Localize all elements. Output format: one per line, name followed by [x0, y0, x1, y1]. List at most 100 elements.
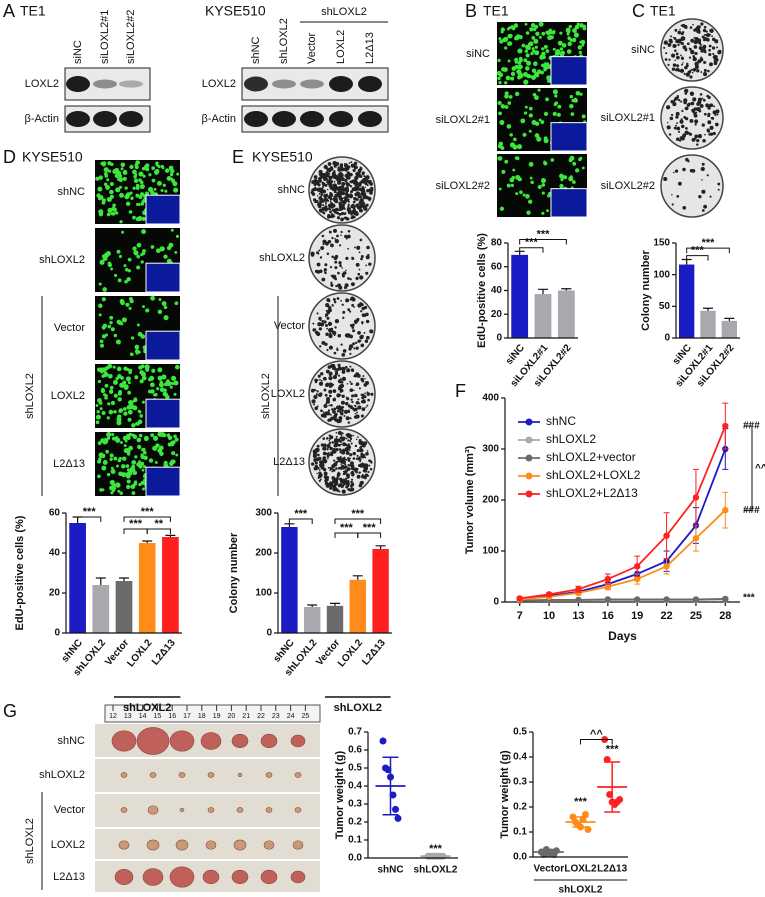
edu-cell	[505, 75, 511, 81]
edu-cell	[566, 49, 572, 54]
edu-cell	[543, 68, 547, 72]
edu-cell	[510, 183, 514, 187]
colony	[364, 181, 368, 186]
edu-cell	[515, 156, 520, 161]
colony	[350, 161, 353, 164]
edu-cell	[572, 29, 577, 33]
edu-cell	[142, 450, 147, 455]
y-tick-label: 0.3	[348, 799, 362, 810]
colony	[354, 444, 358, 448]
colony	[312, 180, 315, 183]
colony	[365, 264, 368, 267]
edu-cell	[538, 35, 542, 39]
edu-cell	[533, 38, 539, 44]
colony	[349, 278, 352, 281]
edu-cell	[112, 365, 116, 369]
edu-cell	[531, 75, 536, 80]
edu-cell	[507, 41, 512, 46]
colony	[338, 244, 342, 247]
edu-cell	[120, 300, 125, 306]
colony	[350, 483, 352, 486]
tumor	[294, 807, 302, 813]
colony	[693, 45, 698, 49]
edu-cell	[119, 192, 124, 198]
edu-cell	[109, 479, 115, 485]
colony	[700, 49, 704, 53]
colony	[348, 162, 351, 164]
colony	[699, 57, 704, 62]
edu-cell	[124, 439, 128, 443]
colony	[319, 378, 321, 381]
colony	[681, 124, 685, 129]
tumor	[175, 839, 189, 851]
tumor	[292, 840, 304, 850]
colony	[703, 112, 707, 116]
colony	[716, 113, 719, 116]
colony	[692, 23, 694, 26]
edu-cell	[541, 31, 546, 36]
colony	[355, 457, 359, 460]
colony	[677, 181, 682, 186]
edu-cell	[115, 211, 119, 215]
edu-cell	[504, 105, 509, 109]
dapi-inset	[550, 122, 588, 152]
colony	[709, 103, 714, 108]
edu-cell	[166, 175, 172, 181]
row-label: shNC	[57, 186, 85, 198]
x-tick-label: 19	[631, 610, 643, 622]
significance-bracket	[288, 518, 313, 524]
colony	[355, 276, 359, 281]
colony	[346, 444, 350, 448]
colony	[711, 116, 715, 120]
colony	[339, 466, 343, 470]
colony	[349, 172, 353, 177]
colony	[323, 320, 327, 324]
colony	[325, 167, 329, 170]
colony	[317, 374, 321, 378]
colony	[697, 134, 703, 139]
colony	[325, 332, 329, 337]
colony	[342, 442, 347, 447]
colony	[709, 62, 713, 67]
colony	[346, 483, 350, 487]
colony	[336, 216, 341, 220]
colony	[341, 436, 346, 441]
colony	[363, 476, 367, 480]
edu-cell	[581, 166, 585, 170]
x-tick-label: L2Δ13	[150, 637, 178, 667]
colony	[678, 139, 682, 142]
edu-cell	[124, 186, 128, 190]
edu-cell	[125, 201, 131, 206]
edu-cell	[132, 186, 136, 190]
tumor	[146, 839, 160, 851]
colony	[361, 313, 366, 317]
colony	[337, 374, 341, 377]
edu-cell	[97, 186, 103, 192]
edu-cell	[499, 206, 505, 211]
edu-cell	[525, 31, 530, 35]
row-label: L2Δ13	[53, 458, 85, 470]
colony	[349, 299, 351, 301]
colony	[330, 413, 332, 416]
colony	[329, 446, 333, 451]
edu-cell	[99, 339, 104, 344]
colony	[344, 179, 348, 183]
colony	[338, 175, 344, 181]
edu-cell	[110, 466, 114, 470]
edu-cell	[151, 166, 156, 171]
colony	[316, 444, 320, 448]
colony	[329, 210, 332, 214]
colony	[353, 209, 356, 212]
colony	[692, 56, 697, 62]
edu-cell	[141, 400, 145, 404]
colony	[339, 460, 342, 463]
colony	[361, 463, 366, 468]
colony	[696, 139, 700, 143]
blot-band	[300, 79, 324, 89]
blot-band	[300, 111, 324, 127]
colony	[331, 304, 334, 307]
colony	[344, 480, 348, 484]
edu-cell	[559, 183, 564, 189]
colony	[329, 183, 333, 188]
y-tick-label: 0.3	[513, 777, 527, 788]
